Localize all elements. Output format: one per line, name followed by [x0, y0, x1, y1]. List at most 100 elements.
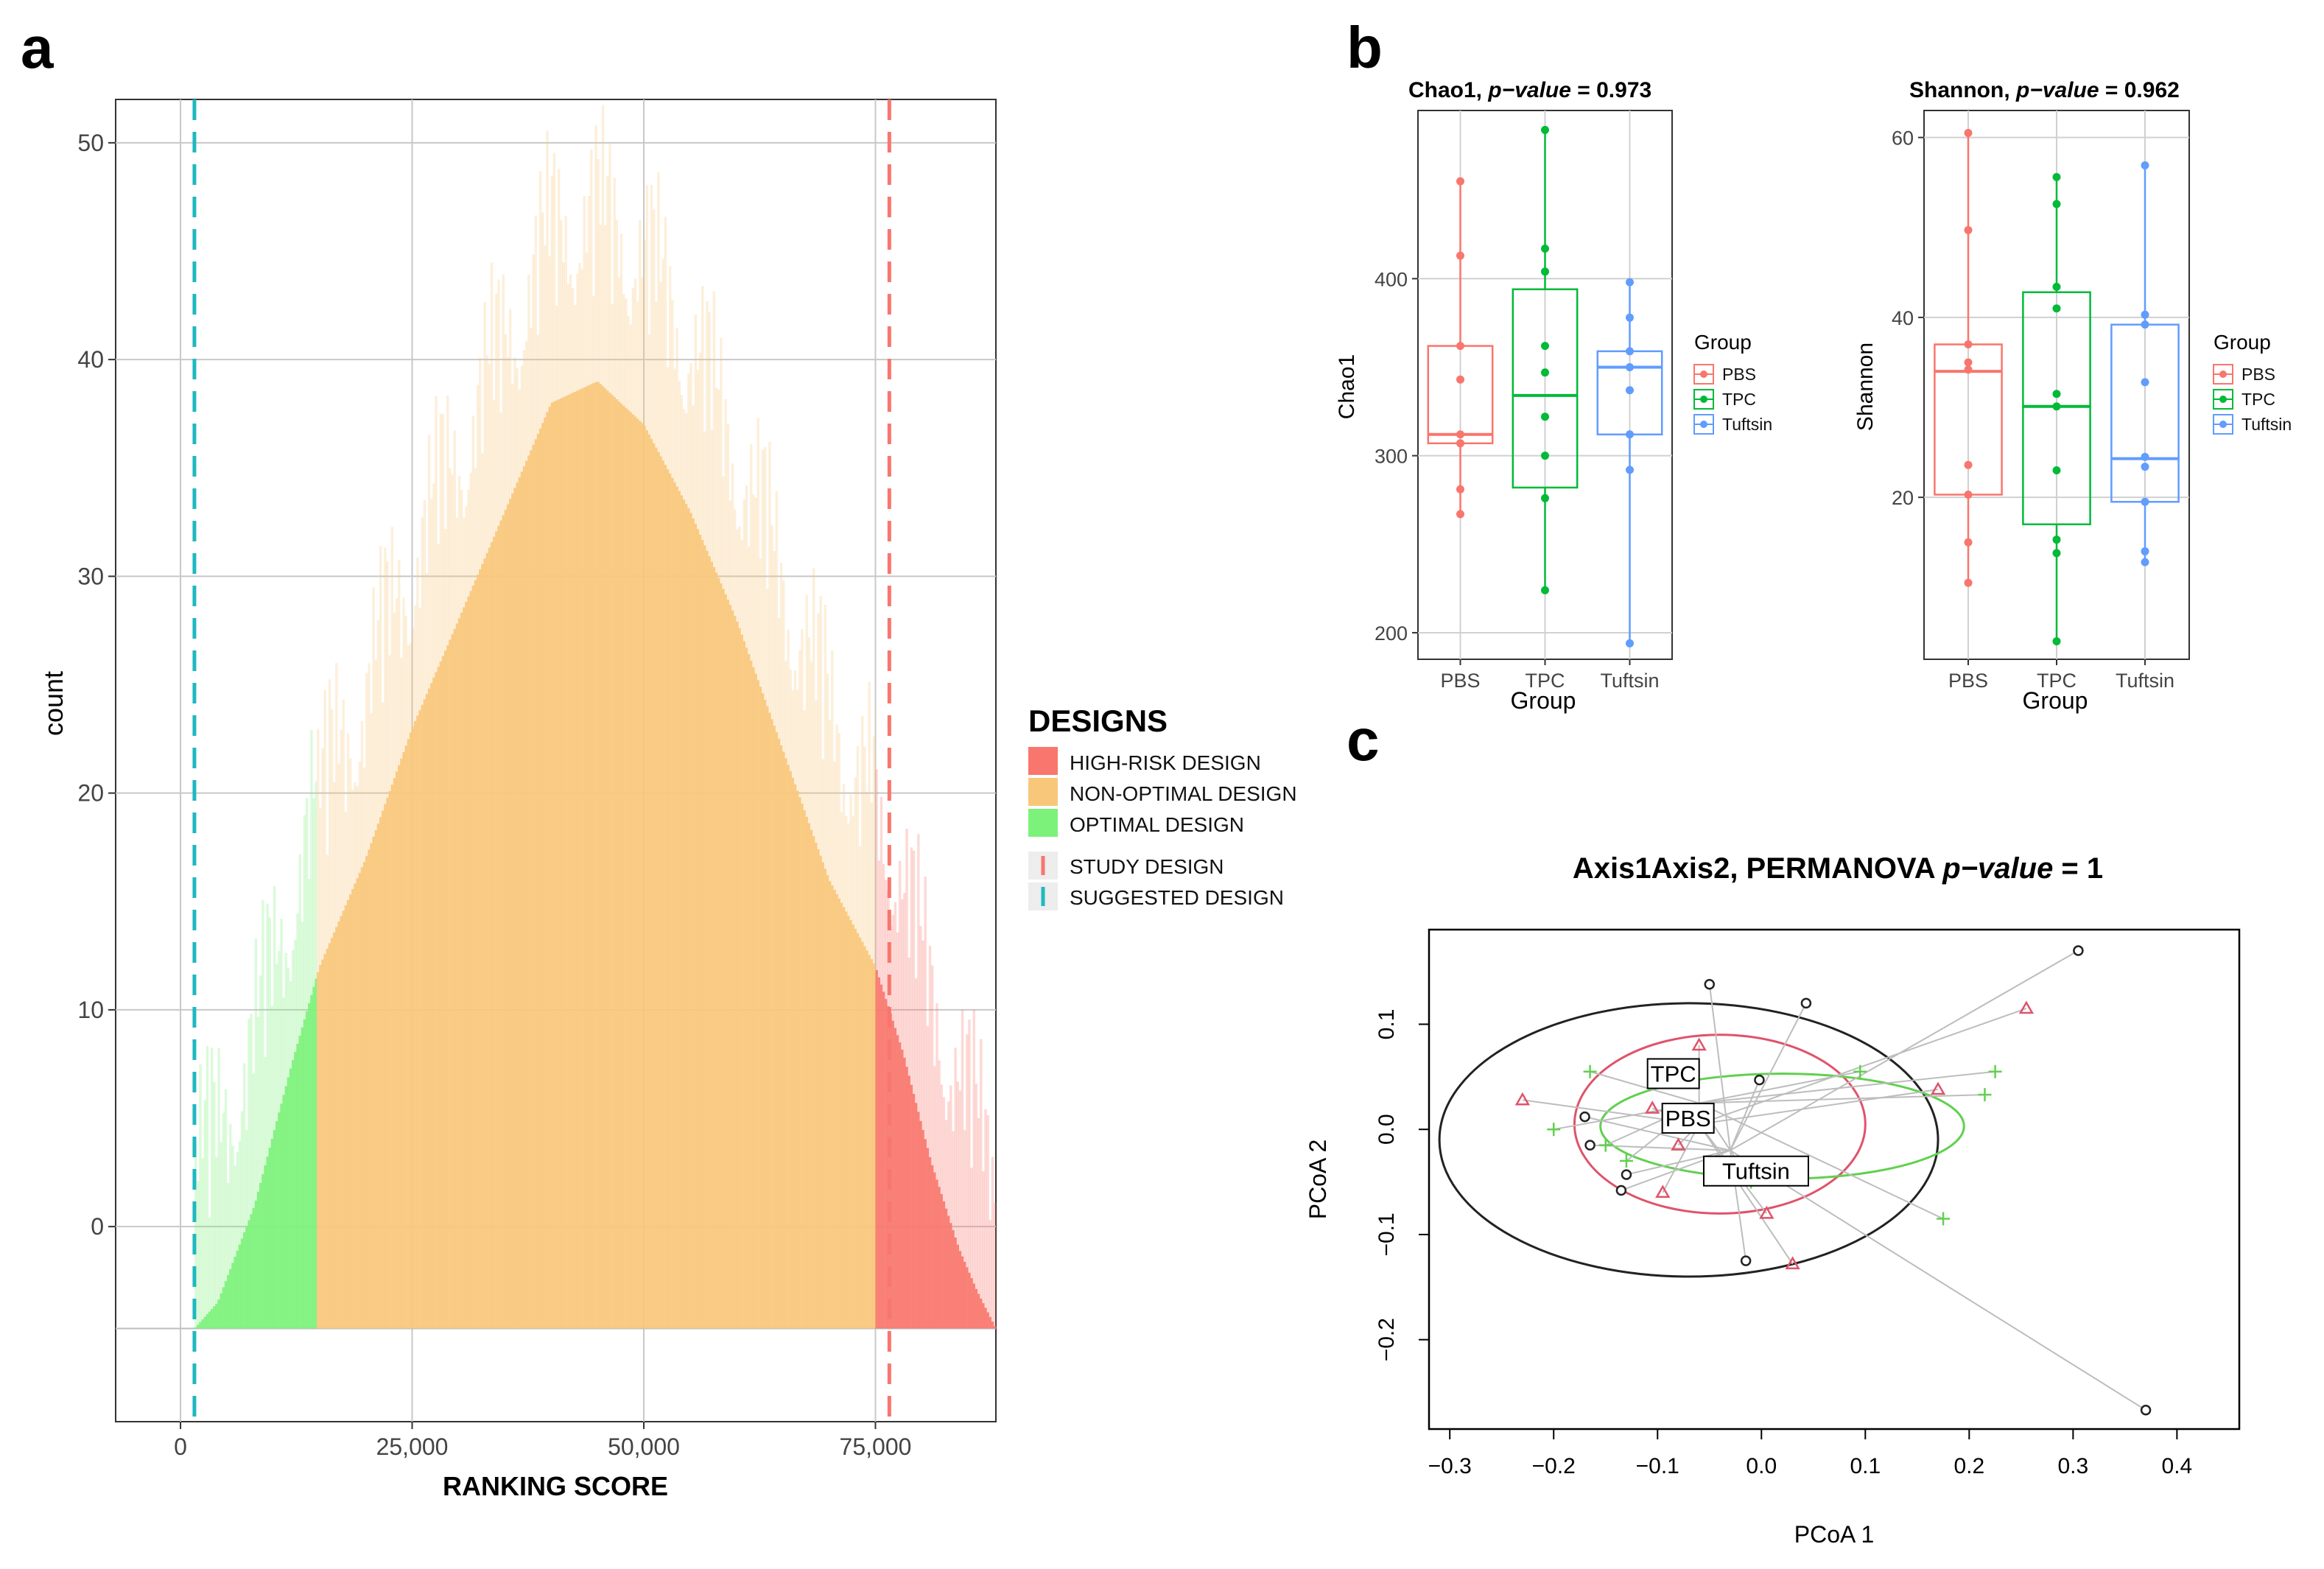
histogram-bar-1-164 — [696, 529, 700, 1329]
histogram-bar-2-24 — [930, 1165, 934, 1329]
histogram-bar-fringe-1-57 — [449, 468, 452, 640]
histogram-bar-1-207 — [796, 790, 799, 1329]
histogram-bar-1-38 — [404, 745, 407, 1329]
histogram-x-ticks: 0 25,000 50,000 75,000 — [174, 1422, 911, 1460]
chao1-xtick-label-1: TPC — [1526, 670, 1565, 692]
pcoa-point-tpc-6 — [1598, 1138, 1612, 1152]
histogram-bar-fringe-2-26 — [935, 1003, 938, 1180]
histogram-bar-1-61 — [457, 618, 461, 1329]
histogram-bar-1-43 — [416, 715, 419, 1329]
histogram-bar-fringe-1-212 — [807, 636, 811, 824]
histogram-bar-fringe-1-241 — [874, 703, 876, 969]
histogram-bar-1-231 — [852, 924, 854, 1329]
shannon-title: Shannon, p−value = 0.962 — [1909, 78, 2180, 102]
histogram-bar-1-182 — [738, 628, 741, 1329]
histogram-bar-fringe-1-70 — [479, 357, 482, 569]
histogram-bar-fringe-1-53 — [439, 413, 443, 661]
shannon-ytick-label-1: 40 — [1892, 307, 1914, 329]
histogram-bar-1-10 — [340, 916, 343, 1329]
histogram-bar-0-46 — [301, 1027, 304, 1329]
histogram-bar-1-160 — [687, 508, 690, 1329]
histogram-bar-fringe-0-5 — [206, 1045, 209, 1315]
histogram-bar-fringe-1-201 — [782, 580, 785, 752]
pcoa-point-tuftsin-0 — [2073, 945, 2084, 956]
histogram-bar-1-159 — [684, 504, 688, 1329]
legend-title-designs: DESIGNS — [1028, 703, 1168, 738]
histogram-bar-fringe-0-17 — [234, 1165, 236, 1257]
histogram-bar-fringe-2-35 — [956, 1081, 959, 1245]
histogram-bar-fringe-1-200 — [779, 563, 783, 745]
chao1-point-tpc-1 — [1541, 244, 1549, 253]
histogram-bar-1-141 — [643, 426, 646, 1329]
histogram-bar-fringe-1-122 — [599, 225, 603, 385]
histogram-bar-fringe-1-132 — [622, 294, 625, 406]
histogram-bar-0-0 — [194, 1327, 197, 1329]
pcoa-xtick-label-2: −0.1 — [1636, 1454, 1679, 1478]
histogram-bar-2-36 — [958, 1251, 962, 1329]
histogram-bar-fringe-0-51 — [312, 798, 315, 987]
shannon-legend-title: Group — [2214, 331, 2271, 354]
histogram-bar-0-18 — [236, 1250, 239, 1329]
histogram-bar-2-43 — [975, 1288, 978, 1329]
histogram-bar-fringe-1-130 — [617, 277, 621, 401]
shannon-point-pbs-3 — [1964, 358, 1973, 367]
histogram-bar-1-221 — [828, 881, 832, 1329]
histogram-bar-fringe-1-207 — [796, 689, 799, 791]
pcoa-centroid-box-tuftsin — [1702, 1155, 1809, 1187]
histogram-bar-1-72 — [483, 558, 486, 1329]
histogram-bar-1-37 — [402, 752, 405, 1329]
pcoa-spoke-tpc-0 — [1699, 1070, 1995, 1104]
histogram-bar-fringe-1-204 — [789, 669, 792, 771]
chao1-legend-key-dot-tpc — [1700, 396, 1707, 403]
histogram-bar-fringe-1-177 — [726, 424, 730, 600]
chao1-legend-key-dot-tuftsin — [1700, 421, 1707, 428]
pcoa-point-tpc-4 — [1583, 1064, 1597, 1078]
histogram-bar-0-6 — [208, 1311, 211, 1329]
pcoa-centroid-box-pbs — [1661, 1103, 1715, 1134]
histogram-bar-fringe-1-226 — [840, 812, 843, 903]
histogram-bar-fringe-0-31 — [266, 903, 269, 1156]
histogram-bar-fringe-1-4 — [326, 854, 329, 949]
histogram-bar-1-45 — [421, 704, 424, 1329]
shannon-boxplot: Shannon, p−value = 0.962 20 40 60 PBS TPC Tu… — [1853, 78, 2292, 714]
histogram-bar-fringe-1-81 — [504, 334, 508, 510]
histogram-bar-fringe-1-88 — [520, 365, 524, 472]
histogram-bar-fringe-1-191 — [759, 558, 762, 687]
histogram-bar-0-24 — [250, 1214, 253, 1329]
histogram-bar-fringe-1-158 — [682, 409, 686, 500]
histogram-bar-fringe-1-170 — [710, 429, 714, 562]
histogram-bar-1-96 — [538, 428, 542, 1329]
histogram-bar-fringe-1-186 — [747, 547, 751, 655]
pcoa-ytick-label-3: 0.1 — [1375, 1009, 1399, 1040]
legend-label-suggested: SUGGESTED DESIGN — [1070, 886, 1284, 909]
histogram-bar-fringe-1-83 — [508, 309, 512, 499]
histogram-bar-1-103 — [555, 400, 558, 1329]
histogram-bar-1-156 — [678, 491, 681, 1329]
chao1-point-tuftsin-5 — [1626, 430, 1634, 439]
histogram-bar-1-134 — [627, 410, 630, 1329]
histogram-bar-1-64 — [465, 601, 468, 1329]
histogram-bar-1-1 — [319, 964, 322, 1329]
histogram-bar-fringe-1-164 — [696, 370, 700, 530]
histogram-bar-fringe-1-52 — [437, 544, 440, 667]
shannon-point-pbs-1 — [1964, 225, 1973, 234]
histogram-bar-1-203 — [787, 765, 790, 1329]
legend-label-optimal: OPTIMAL DESIGN — [1070, 813, 1244, 836]
pcoa-points — [1514, 945, 2152, 1416]
shannon-point-pbs-0 — [1964, 129, 1973, 138]
histogram-bar-2-14 — [908, 1075, 910, 1329]
histogram-bar-fringe-1-160 — [687, 373, 690, 508]
histogram-bar-0-52 — [315, 978, 317, 1329]
pcoa-point-pbs-6 — [1759, 1205, 1774, 1219]
chao1-xtick-label-0: PBS — [1440, 670, 1480, 692]
histogram-bar-1-30 — [386, 797, 389, 1329]
histogram-bar-1-93 — [532, 444, 535, 1329]
histogram-bar-1-133 — [625, 407, 628, 1329]
histogram-bar-fringe-2-2 — [880, 796, 883, 985]
histogram-bar-1-132 — [622, 405, 625, 1329]
histogram-bar-1-185 — [745, 647, 748, 1329]
chao1-point-tpc-7 — [1541, 494, 1549, 502]
histogram-bar-fringe-1-46 — [423, 499, 426, 700]
histogram-bar-fringe-1-96 — [538, 171, 542, 429]
